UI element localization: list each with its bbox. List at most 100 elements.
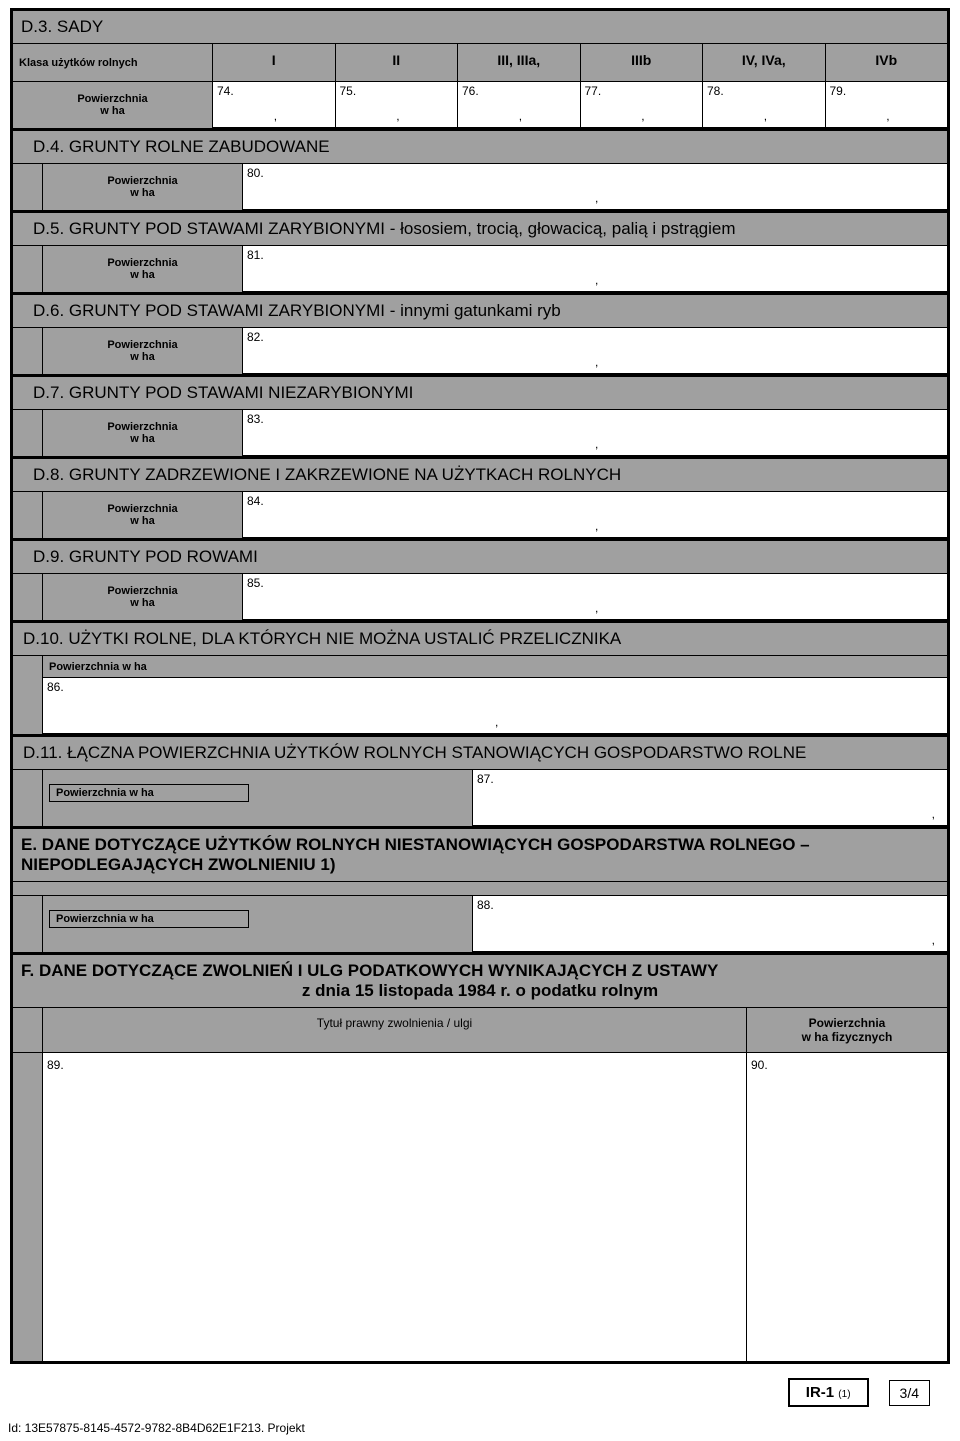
spacer [13, 656, 43, 734]
d3-cell-79[interactable]: 79., [826, 82, 948, 128]
d5-num: 81. [247, 248, 264, 262]
d7-title: D.7. GRUNTY POD STAWAMI NIEZARYBIONYMI [13, 377, 947, 410]
d3-header-2: II [336, 44, 459, 82]
f-num-89: 89. [47, 1058, 64, 1072]
spacer [13, 246, 43, 292]
d3-header-4: IIIb [581, 44, 704, 82]
d4-title: D.4. GRUNTY ROLNE ZABUDOWANE [13, 131, 947, 164]
d9-title: D.9. GRUNTY POD ROWAMI [13, 541, 947, 574]
d4-pow-label-text: Powierzchnia w ha [49, 175, 236, 199]
d3-num-78: 78. [707, 84, 724, 98]
section-d5: D.5. GRUNTY POD STAWAMI ZARYBIONYMI - ło… [10, 213, 950, 295]
spacer [13, 410, 43, 456]
d3-cell-77[interactable]: 77., [581, 82, 704, 128]
e-pow-label: Powierzchnia w ha [43, 896, 473, 952]
comma: , [274, 109, 277, 123]
f-title2: z dnia 15 listopada 1984 r. o podatku ro… [13, 981, 947, 1008]
comma: , [932, 933, 935, 947]
d3-title: D.3. SADY [13, 11, 947, 44]
d5-cell[interactable]: 81., [243, 246, 947, 292]
d3-cell-76[interactable]: 76., [458, 82, 581, 128]
f-mid[interactable]: 89. [43, 1053, 747, 1361]
d6-title: D.6. GRUNTY POD STAWAMI ZARYBIONYMI - in… [13, 295, 947, 328]
d10-cell[interactable]: 86., [43, 678, 947, 734]
f-right[interactable]: 90. [747, 1053, 947, 1361]
page-number: 3/4 [889, 1380, 930, 1406]
f-title1: F. DANE DOTYCZĄCE ZWOLNIEŃ I ULG PODATKO… [13, 955, 947, 981]
d3-header-5: IV, IVa, [703, 44, 826, 82]
f-col1: Tytuł prawny zwolnienia / ulgi [43, 1008, 747, 1053]
d9-pow-label: Powierzchnia w ha [43, 574, 243, 620]
comma: , [595, 519, 598, 533]
section-d7: D.7. GRUNTY POD STAWAMI NIEZARYBIONYMI P… [10, 377, 950, 459]
d3-header-6: IVb [826, 44, 948, 82]
d3-pow-label: Powierzchnia w ha [13, 82, 213, 128]
d8-pow-label-text: Powierzchnia w ha [49, 503, 236, 527]
section-e: E. DANE DOTYCZĄCE UŻYTKÓW ROLNYCH NIESTA… [10, 829, 950, 955]
d5-pow-label: Powierzchnia w ha [43, 246, 243, 292]
d3-cell-78[interactable]: 78., [703, 82, 826, 128]
d6-cell[interactable]: 82., [243, 328, 947, 374]
e-num: 88. [477, 898, 494, 912]
section-d9: D.9. GRUNTY POD ROWAMI Powierzchnia w ha… [10, 541, 950, 623]
spacer [13, 1008, 43, 1053]
d3-num-75: 75. [340, 84, 357, 98]
d4-cell[interactable]: 80., [243, 164, 947, 210]
f-left [13, 1053, 43, 1361]
comma: , [764, 109, 767, 123]
spacer [13, 328, 43, 374]
d11-num: 87. [477, 772, 494, 786]
d11-cell[interactable]: 87., [473, 770, 947, 826]
form-ver: (1) [838, 1389, 850, 1400]
d5-pow-label-text: Powierzchnia w ha [49, 257, 236, 281]
section-f: F. DANE DOTYCZĄCE ZWOLNIEŃ I ULG PODATKO… [10, 955, 950, 1364]
d4-pow-label: Powierzchnia w ha [43, 164, 243, 210]
comma: , [595, 437, 598, 451]
d3-cell-74[interactable]: 74., [213, 82, 336, 128]
d3-num-77: 77. [585, 84, 602, 98]
section-d8: D.8. GRUNTY ZADRZEWIONE I ZAKRZEWIONE NA… [10, 459, 950, 541]
d8-pow-label: Powierzchnia w ha [43, 492, 243, 538]
d8-cell[interactable]: 84., [243, 492, 947, 538]
d11-pow-label: Powierzchnia w ha [43, 770, 473, 826]
e-cell[interactable]: 88., [473, 896, 947, 952]
d9-cell[interactable]: 85., [243, 574, 947, 620]
comma: , [595, 273, 598, 287]
f-col2: Powierzchnia w ha fizycznych [747, 1008, 947, 1053]
d11-title: D.11. ŁĄCZNA POWIERZCHNIA UŻYTKÓW ROLNYC… [13, 737, 947, 770]
d7-cell[interactable]: 83., [243, 410, 947, 456]
d3-header-3: III, IIIa, [458, 44, 581, 82]
comma: , [932, 807, 935, 821]
d3-pow-label-text: Powierzchnia w ha [19, 93, 206, 117]
section-d10: D.10. UŻYTKI ROLNE, DLA KTÓRYCH NIE MOŻN… [10, 623, 950, 737]
d7-pow-label: Powierzchnia w ha [43, 410, 243, 456]
f-cell-90: 90. [747, 1053, 947, 1081]
f-empty-right [747, 1081, 947, 1361]
d11-pow-label-inner: Powierzchnia w ha [49, 784, 249, 802]
section-d3: D.3. SADY Klasa użytków rolnych I II III… [10, 8, 950, 131]
spacer [13, 574, 43, 620]
comma: , [595, 355, 598, 369]
f-num-90: 90. [751, 1058, 768, 1072]
comma: , [641, 109, 644, 123]
spacer [13, 896, 43, 952]
d7-pow-label-text: Powierzchnia w ha [49, 421, 236, 445]
spacer [13, 164, 43, 210]
d5-title: D.5. GRUNTY POD STAWAMI ZARYBIONYMI - ło… [13, 213, 947, 246]
d6-pow-label: Powierzchnia w ha [43, 328, 243, 374]
d3-data-row: Powierzchnia w ha 74., 75., 76., 77., 78… [13, 82, 947, 128]
d3-header-row: Klasa użytków rolnych I II III, IIIa, II… [13, 44, 947, 82]
d10-title: D.10. UŻYTKI ROLNE, DLA KTÓRYCH NIE MOŻN… [13, 623, 947, 656]
section-d6: D.6. GRUNTY POD STAWAMI ZARYBIONYMI - in… [10, 295, 950, 377]
comma: , [595, 191, 598, 205]
e-title: E. DANE DOTYCZĄCE UŻYTKÓW ROLNYCH NIESTA… [13, 829, 947, 882]
comma: , [886, 109, 889, 123]
comma: , [519, 109, 522, 123]
e-pad [13, 882, 947, 896]
comma: , [396, 109, 399, 123]
d3-cell-75[interactable]: 75., [336, 82, 459, 128]
id-line: Id: 13E57875-8145-4572-9782-8B4D62E1F213… [0, 1415, 960, 1441]
section-d11: D.11. ŁĄCZNA POWIERZCHNIA UŻYTKÓW ROLNYC… [10, 737, 950, 829]
spacer [13, 492, 43, 538]
d9-num: 85. [247, 576, 264, 590]
